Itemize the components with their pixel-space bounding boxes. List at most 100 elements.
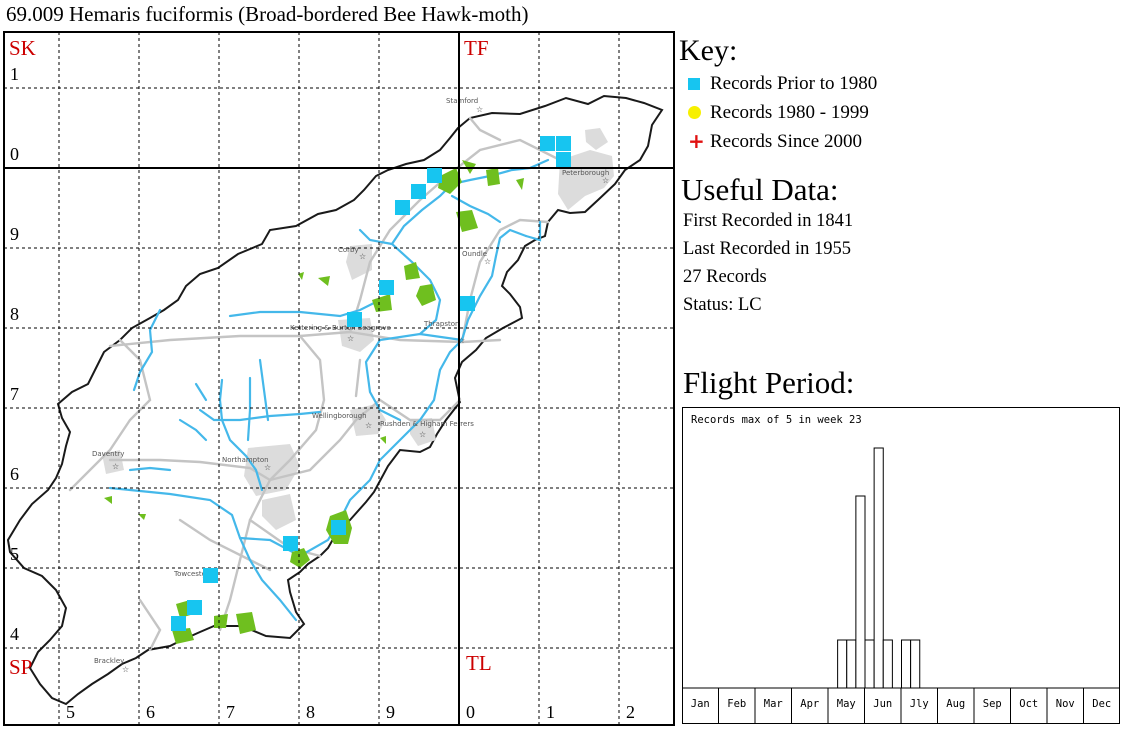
month-label: Jly xyxy=(910,698,929,710)
week-bar xyxy=(855,495,866,689)
town-label-towcester: Towcester xyxy=(173,570,209,578)
woodland xyxy=(104,160,524,644)
record-square xyxy=(556,152,571,167)
town-label-stamford: Stamford xyxy=(446,97,478,105)
record-squares xyxy=(171,136,571,631)
key-heading: Key: xyxy=(679,34,738,67)
record-square xyxy=(556,136,571,151)
record-count: 27 Records xyxy=(683,267,767,287)
town-daventry xyxy=(102,450,124,474)
town-label-thrapston: Thrapston xyxy=(423,320,459,328)
square-labels: SK TF SP TL xyxy=(9,36,492,679)
town-label-rushden: Rushden & Higham Ferrers xyxy=(380,420,474,428)
bars xyxy=(837,447,921,689)
easting-labels: 5 6 7 8 9 0 1 2 xyxy=(66,702,635,722)
key-item-1980-1999: Records 1980 - 1999 xyxy=(688,102,869,125)
week-bar xyxy=(873,447,884,689)
star-icon: ☆ xyxy=(602,176,609,185)
month-label: Feb xyxy=(727,698,746,710)
easting-label: 1 xyxy=(546,702,555,722)
northing-labels: 1 0 9 8 7 6 5 4 xyxy=(10,64,19,644)
town-label-peterborough: Peterborough xyxy=(562,169,609,177)
record-square xyxy=(283,536,298,551)
star-icon: ☆ xyxy=(264,463,271,472)
star-icon: ☆ xyxy=(476,105,483,114)
distribution-map: Stamford Peterborough Corby Oundle Kette… xyxy=(3,31,675,726)
month-label: Apr xyxy=(800,698,819,710)
key-label: Records Since 2000 xyxy=(710,131,862,152)
easting-label: 0 xyxy=(466,702,475,722)
easting-label: 7 xyxy=(226,702,235,722)
grid-major xyxy=(3,31,675,726)
record-square xyxy=(540,136,555,151)
northing-label: 0 xyxy=(10,144,19,164)
star-icon: ☆ xyxy=(419,430,426,439)
town-northampton xyxy=(244,444,300,496)
month-label: Dec xyxy=(1092,698,1111,710)
town-corby xyxy=(346,244,372,280)
town-wellingborough xyxy=(350,404,386,436)
last-recorded: Last Recorded in 1955 xyxy=(683,239,851,259)
easting-label: 6 xyxy=(146,702,155,722)
status: Status: LC xyxy=(683,295,762,315)
town-northampton-south xyxy=(262,494,296,530)
square-label-tf: TF xyxy=(464,36,489,60)
northing-label: 6 xyxy=(10,464,19,484)
week-bar xyxy=(910,639,921,689)
month-label: Oct xyxy=(1019,698,1038,710)
first-recorded: First Recorded in 1841 xyxy=(683,211,854,231)
square-label-tl: TL xyxy=(466,651,492,675)
month-label: Jun xyxy=(873,698,892,710)
record-square xyxy=(203,568,218,583)
month-label: Aug xyxy=(946,698,965,710)
month-label: Mar xyxy=(764,698,783,710)
page-title: 69.009 Hemaris fuciformis (Broad-bordere… xyxy=(6,2,529,26)
week-bar xyxy=(846,639,857,689)
record-square xyxy=(187,600,202,615)
record-square xyxy=(427,168,442,183)
northing-label: 4 xyxy=(10,624,19,644)
key-label: Records Prior to 1980 xyxy=(710,73,878,94)
red-plus-icon: + xyxy=(688,128,705,153)
key-label: Records 1980 - 1999 xyxy=(710,102,869,123)
chart-title: Records max of 5 in week 23 xyxy=(691,414,862,426)
record-square xyxy=(347,312,362,327)
town-label-oundle: Oundle xyxy=(462,250,487,258)
flight-period-heading: Flight Period: xyxy=(683,365,855,400)
week-bar xyxy=(837,639,848,689)
week-bar xyxy=(882,639,893,689)
month-axis: Jan Feb Mar Apr May Jun Jly Aug Sep Oct Nov Dec xyxy=(691,688,1111,724)
yellow-dot-icon xyxy=(688,105,701,119)
flight-period-chart: Records max of 5 in week 23 Jan Feb Mar Apr… xyxy=(682,407,1120,724)
star-icon: ☆ xyxy=(122,665,129,674)
grid-minor xyxy=(4,32,674,725)
record-square xyxy=(379,280,394,295)
month-label: Sep xyxy=(983,698,1002,710)
square-label-sk: SK xyxy=(9,36,36,60)
week-bar xyxy=(864,639,875,689)
rivers xyxy=(108,158,550,622)
week-bar xyxy=(901,639,912,689)
record-square xyxy=(331,520,346,535)
town-peterborough-east xyxy=(585,128,608,150)
northing-label: 8 xyxy=(10,304,19,324)
star-icon: ☆ xyxy=(365,421,372,430)
easting-label: 2 xyxy=(626,702,635,722)
northing-label: 5 xyxy=(10,544,19,564)
town-label-brackley: Brackley xyxy=(94,657,124,665)
easting-label: 5 xyxy=(66,702,75,722)
square-label-sp: SP xyxy=(9,655,32,679)
blue-square-icon xyxy=(688,77,700,90)
month-label: May xyxy=(837,698,856,710)
month-label: Nov xyxy=(1056,698,1075,710)
useful-data-heading: Useful Data: xyxy=(681,172,839,207)
record-square xyxy=(460,296,475,311)
town-label-daventry: Daventry xyxy=(92,450,124,458)
key-item-since-2000: + Records Since 2000 xyxy=(688,131,862,154)
northing-label: 7 xyxy=(10,384,19,404)
star-icon: ☆ xyxy=(484,257,491,266)
easting-label: 8 xyxy=(306,702,315,722)
record-square xyxy=(171,616,186,631)
star-icon: ☆ xyxy=(112,462,119,471)
month-label: Jan xyxy=(691,698,710,710)
